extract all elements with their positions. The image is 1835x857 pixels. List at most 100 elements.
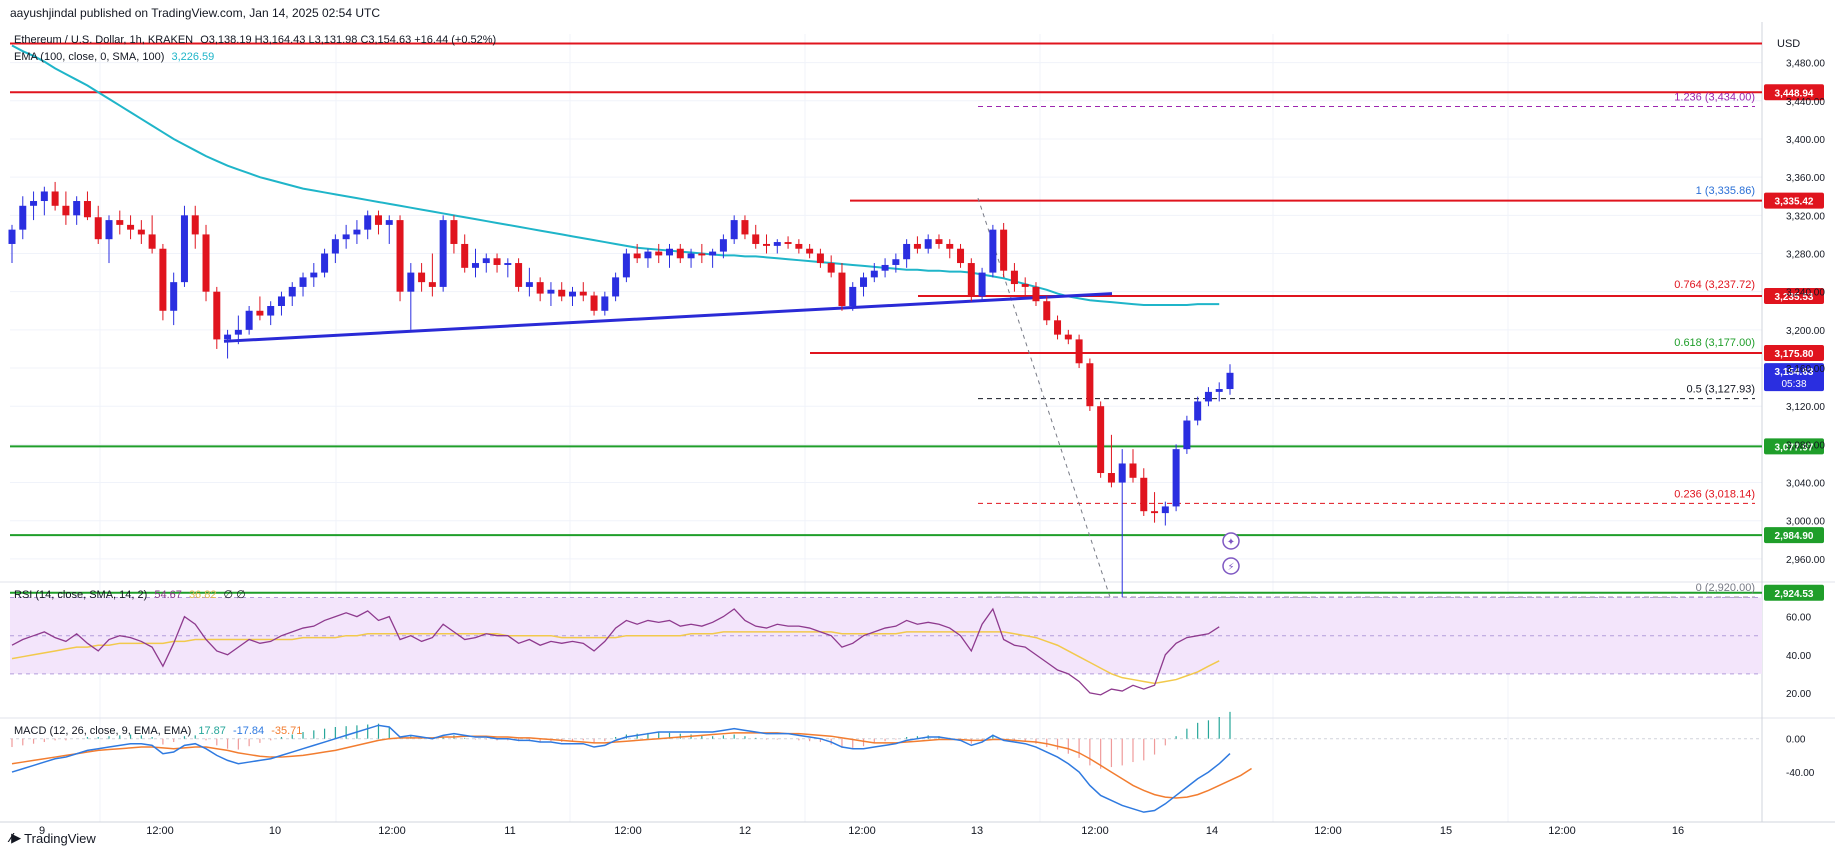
rsi-sma-value: 36.82: [188, 589, 217, 601]
candle-body: [342, 234, 350, 240]
candle-body: [536, 282, 544, 294]
candle-body: [94, 217, 102, 240]
candle-body: [321, 253, 329, 273]
candle-body: [525, 282, 533, 287]
candle-body: [547, 289, 555, 294]
pane-separators: [0, 22, 1835, 823]
candle-body: [633, 253, 641, 259]
horizontal-levels: [10, 42, 1762, 594]
candle-body: [364, 215, 372, 230]
candle-body: [202, 234, 210, 292]
candle-body: [903, 243, 911, 260]
candle-body: [288, 286, 296, 297]
candle-body: [763, 243, 771, 246]
candle-body: [1021, 284, 1029, 287]
candle-body: [1107, 473, 1115, 483]
rsi-pane: [10, 597, 1762, 696]
macd-tick-label: -40.00: [1786, 768, 1815, 779]
candle-body: [51, 191, 59, 206]
candle-body: [568, 291, 576, 297]
time-axis: 9 12:00 10 12:00 11 12:00 12 12:00 13 12:00 14 12:0…: [39, 825, 1684, 837]
tradingview-logo-icon: ⁄▶: [10, 830, 21, 845]
candle-body: [493, 258, 501, 265]
candle-body: [450, 220, 458, 244]
level-price-label: 2,984.90: [1775, 531, 1814, 542]
fib-label-0.618: 0.618 (3,177.00): [1674, 337, 1755, 349]
level-price-label: 3,448.94: [1775, 88, 1814, 99]
price-tick-label: 3,440.00: [1786, 97, 1825, 108]
ema-value: 3,226.59: [171, 51, 215, 63]
candle-body: [935, 239, 943, 244]
last-price-label: 3,154.63: [1775, 367, 1814, 378]
rsi-value: 54.67: [154, 589, 182, 601]
candle-body: [1075, 339, 1083, 364]
macd-tick-label: 0.00: [1786, 735, 1806, 746]
candle-body: [870, 270, 878, 278]
candle-body: [924, 239, 932, 249]
candle-body: [1161, 506, 1169, 514]
level-price-tag: [1764, 527, 1824, 544]
time-tick-label: 14: [1206, 825, 1218, 837]
candle-body: [1226, 372, 1234, 390]
candle-body: [234, 329, 242, 335]
candle-body: [558, 289, 566, 297]
rsi-line: [11, 607, 1220, 696]
price-tick-label: 3,120.00: [1786, 402, 1825, 413]
candle-body: [590, 295, 598, 311]
candle-body: [353, 229, 361, 235]
candle-body: [752, 234, 760, 244]
candle-body: [73, 201, 81, 216]
candle-body: [1129, 463, 1137, 478]
trend-line: [223, 292, 1113, 343]
level-price-tag: [1764, 287, 1824, 304]
candle-body: [1194, 401, 1202, 421]
level-price-tag: [1764, 584, 1824, 601]
price-axis: 3,448.94 3,335.42 3,235.53 3,175.80 3,077.97…: [1764, 59, 1825, 779]
rsi-tick-label: 40.00: [1786, 651, 1811, 662]
candle-body: [644, 251, 652, 259]
candle-body: [967, 263, 975, 297]
candle-body: [1086, 363, 1094, 407]
level-price-label: 2,924.53: [1775, 589, 1814, 600]
candle-body: [277, 296, 285, 306]
candle-body: [816, 253, 824, 264]
candle-body: [741, 220, 749, 235]
candle-body: [19, 205, 27, 230]
fib-label-0.5: 0.5 (3,127.93): [1687, 384, 1756, 396]
time-tick-label: 16: [1672, 825, 1684, 837]
ohlc-values: O3,138.19 H3,164.43 L3,131.98 C3,154.63 …: [200, 34, 497, 46]
macd-hist-value: 17.87: [198, 725, 226, 737]
candle-body: [806, 248, 814, 254]
candle-body: [83, 201, 91, 218]
price-chart[interactable]: 1.236 (3,434.00) 1 (3,335.86) 0.764 (3,237…: [0, 22, 1835, 842]
time-tick-label: 12:00: [1314, 825, 1342, 837]
candle-body: [40, 191, 48, 202]
chart-icons: ✦⚡: [1222, 532, 1240, 575]
price-tick-label: 3,200.00: [1786, 326, 1825, 337]
candle-body: [827, 263, 835, 273]
candle-body: [1054, 320, 1062, 335]
candle-body: [860, 277, 868, 287]
candle-body: [310, 272, 318, 278]
candle-body: [504, 263, 512, 265]
fib-label-0.764: 0.764 (3,237.72): [1674, 279, 1755, 291]
time-tick-label: 15: [1440, 825, 1452, 837]
candle-body: [622, 253, 630, 278]
candle-body: [698, 253, 706, 256]
candle-body: [1000, 229, 1008, 271]
level-price-label: 3,235.53: [1775, 292, 1814, 303]
candle-body: [331, 239, 339, 254]
candle-body: [957, 248, 965, 264]
candle-body: [256, 310, 264, 316]
rsi-sma-line: [11, 631, 1220, 685]
macd-signal-line: [11, 732, 1252, 799]
candle-body: [784, 242, 792, 244]
macd-legend: MACD (12, 26, close, 9, EMA, EMA) 17.87 …: [14, 725, 302, 737]
price-tick-label: 3,160.00: [1786, 364, 1825, 375]
price-tick-label: 3,040.00: [1786, 479, 1825, 490]
candle-body: [105, 220, 113, 240]
footer-brand[interactable]: ⁄▶ TradingView: [10, 830, 96, 846]
candle-body: [978, 272, 986, 297]
rsi-band: [10, 597, 1762, 674]
candle-body: [709, 251, 717, 256]
